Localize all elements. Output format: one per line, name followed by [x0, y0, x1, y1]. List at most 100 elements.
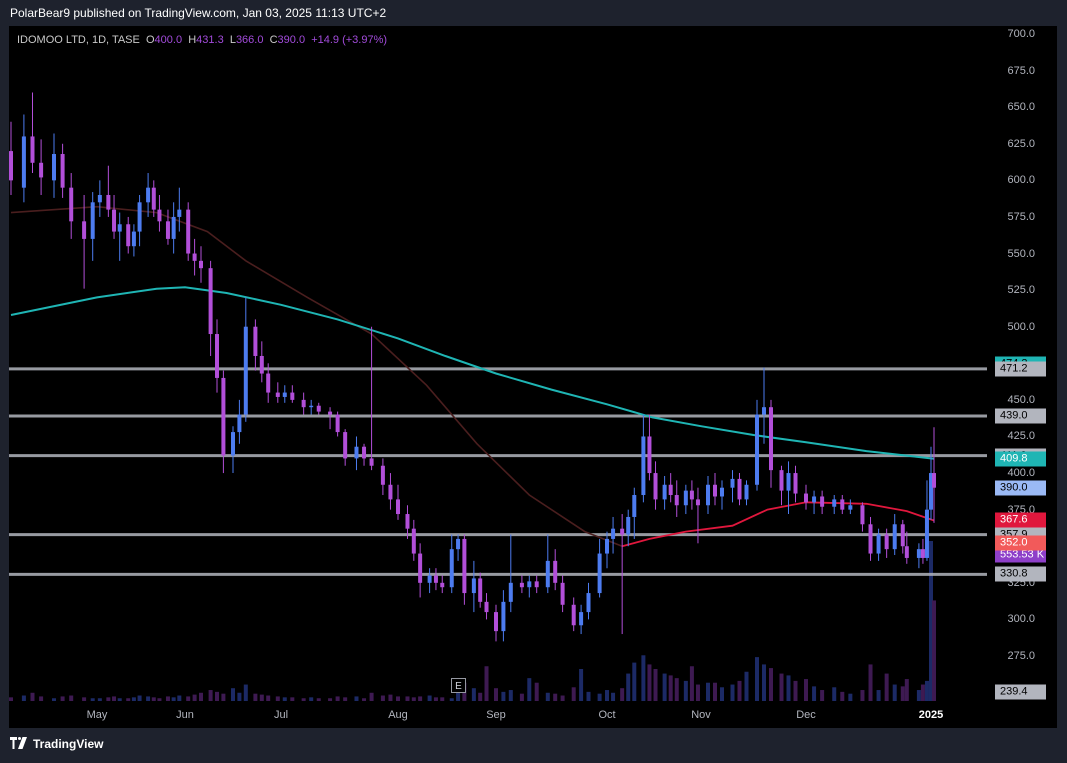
volume-bar	[309, 697, 314, 701]
candle-body	[157, 209, 162, 222]
candle-body	[30, 136, 35, 163]
volume-bar	[52, 698, 56, 701]
price-tick-label: 575.0	[1007, 210, 1035, 223]
candle-body	[309, 405, 314, 408]
candle-body	[69, 187, 74, 222]
ma-long-line	[10, 286, 935, 460]
price-tick-label: 700.0	[1007, 28, 1035, 40]
volume-bar	[208, 690, 213, 701]
volume-bar	[146, 696, 151, 701]
candle-body	[804, 493, 808, 503]
candle-body	[527, 581, 532, 588]
price-tick-label: 625.0	[1007, 137, 1035, 150]
volume-bar	[920, 684, 925, 701]
earnings-marker[interactable]: E	[451, 678, 466, 693]
candle-body	[534, 581, 539, 588]
candle-body	[605, 538, 609, 554]
volume-bar	[282, 697, 287, 701]
footer-brand-text: TradingView	[33, 737, 104, 751]
candle-body	[916, 549, 921, 558]
candle-body	[689, 490, 694, 500]
price-label-badge: 439.0	[995, 408, 1046, 424]
volume-bar	[131, 697, 136, 701]
candle-body	[545, 560, 550, 588]
candle-body	[668, 484, 673, 496]
candle-body	[380, 465, 385, 485]
candle-body	[9, 151, 13, 181]
volume-bar	[354, 696, 359, 701]
volume-bar	[769, 668, 773, 701]
volume-bar	[832, 687, 837, 701]
price-tick-label: 525.0	[1007, 284, 1035, 297]
candle-body	[820, 496, 825, 507]
volume-bar	[151, 697, 156, 701]
candle-body	[396, 499, 400, 515]
change-value: +14.9 (+3.97%)	[311, 34, 388, 46]
candle-body	[579, 612, 584, 626]
ma-medium-line-faded	[10, 205, 623, 547]
candle-body	[832, 499, 837, 507]
price-tick-label: 300.0	[1007, 613, 1035, 626]
candle-body	[744, 484, 749, 500]
volume-bar	[586, 691, 591, 701]
volume-bar	[534, 682, 539, 701]
candle-body	[860, 505, 865, 525]
candle-body	[501, 601, 506, 632]
volume-bar	[362, 698, 367, 701]
candle-body	[440, 582, 445, 588]
candle-body	[106, 194, 111, 210]
candle-body	[90, 202, 95, 239]
volume-bar	[396, 696, 400, 701]
high-value: 431.3	[196, 34, 224, 46]
candle-body	[418, 553, 423, 583]
candle-body	[713, 484, 717, 497]
candle-body	[641, 436, 646, 496]
volume-bar	[82, 697, 87, 701]
candle-body	[597, 553, 602, 594]
ma-medium-line	[621, 501, 935, 548]
publisher-line: PolarBear9 published on TradingView.com,…	[10, 6, 387, 20]
volume-bar	[720, 687, 724, 701]
candle-body	[674, 495, 679, 506]
volume-bar	[137, 695, 142, 701]
candle-body	[301, 399, 306, 408]
candle-body	[892, 524, 897, 550]
volume-bar	[171, 697, 176, 701]
candle-body	[553, 560, 558, 583]
volume-bar	[527, 678, 532, 701]
price-label-badge: 471.2	[995, 361, 1046, 377]
price-tick-label: 650.0	[1007, 101, 1035, 114]
volume-bar	[730, 684, 735, 701]
candle-body	[427, 575, 432, 583]
volume-bar	[177, 695, 182, 701]
time-scale[interactable]: May Jun Jul Aug Sep Oct Nov Dec 2025	[9, 704, 987, 728]
volume-bar	[786, 675, 791, 701]
candle-body	[755, 414, 759, 485]
volume-bar	[165, 696, 170, 701]
symbol-name: IDOMOO LTD, 1D, TASE	[17, 34, 140, 46]
price-tick-label: 450.0	[1007, 393, 1035, 406]
candle-body	[112, 209, 117, 232]
candle-body	[52, 154, 56, 181]
candle-body	[662, 484, 667, 500]
price-label-badge: 352.0	[995, 535, 1046, 551]
volume-bar	[259, 694, 264, 701]
price-scale[interactable]: 700.0 675.0 650.0 625.0 600.0 575.0 550.0 525.0…	[987, 26, 1057, 728]
tradingview-logo-icon	[10, 737, 27, 749]
volume-bar	[186, 696, 191, 701]
price-tick-label: 675.0	[1007, 64, 1035, 77]
time-tick-label: Jul	[273, 709, 289, 721]
candle-body	[369, 458, 374, 466]
volume-bar	[484, 666, 489, 701]
time-tick-label: Nov	[691, 709, 711, 721]
volume-bar	[932, 600, 936, 701]
plot-area[interactable]: E IDOMOO LTD, 1D, TASE O400.0 H431.3 L36…	[9, 26, 987, 728]
candle-body	[876, 534, 881, 554]
volume-bar	[620, 688, 625, 701]
candle-body	[97, 194, 102, 203]
volume-bar	[369, 692, 374, 701]
volume-bar	[380, 695, 385, 701]
candle-body	[253, 326, 258, 356]
volume-bar	[440, 697, 445, 701]
volume-bar	[519, 693, 524, 701]
